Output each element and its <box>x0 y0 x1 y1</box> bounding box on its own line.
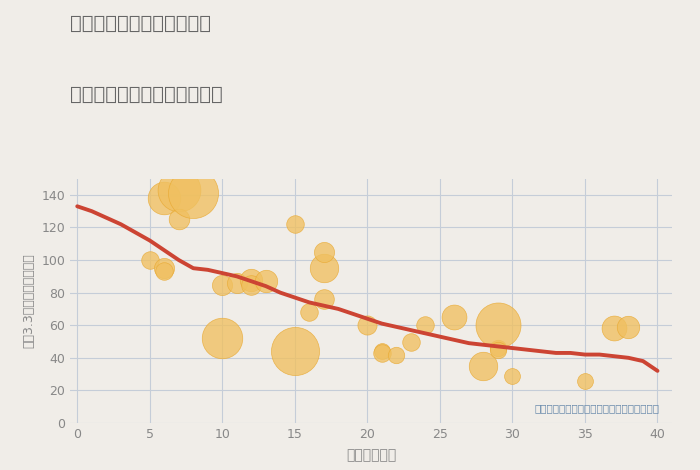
Point <box>217 335 228 342</box>
Point <box>362 321 373 329</box>
Point <box>318 248 330 256</box>
Y-axis label: 坪（3.3㎡）単価（万円）: 坪（3.3㎡）単価（万円） <box>22 253 36 348</box>
Point <box>260 277 272 285</box>
Point <box>246 276 257 283</box>
Point <box>289 220 300 228</box>
Text: 奈良県奈良市二条大路南の: 奈良県奈良市二条大路南の <box>70 14 211 33</box>
X-axis label: 築年数（年）: 築年数（年） <box>346 448 396 462</box>
Point <box>318 296 330 303</box>
Point <box>608 325 620 332</box>
Text: 築年数別中古マンション価格: 築年数別中古マンション価格 <box>70 85 223 103</box>
Point <box>420 321 431 329</box>
Point <box>173 186 184 194</box>
Point <box>217 281 228 288</box>
Point <box>492 345 503 352</box>
Point <box>173 216 184 223</box>
Point <box>318 265 330 272</box>
Point <box>246 281 257 288</box>
Point <box>159 265 170 272</box>
Text: 円の大きさは、取引のあった物件面積を示す: 円の大きさは、取引のあった物件面積を示す <box>535 403 660 413</box>
Point <box>188 189 199 197</box>
Point <box>478 362 489 370</box>
Point <box>159 268 170 275</box>
Point <box>231 279 242 287</box>
Point <box>492 321 503 329</box>
Point <box>377 347 388 355</box>
Point <box>377 349 388 357</box>
Point <box>449 313 460 321</box>
Point <box>507 372 518 379</box>
Point <box>159 195 170 202</box>
Point <box>144 256 155 264</box>
Point <box>391 351 402 358</box>
Point <box>492 346 503 353</box>
Point <box>289 347 300 355</box>
Point <box>580 377 591 384</box>
Point <box>304 308 315 316</box>
Point <box>623 323 634 330</box>
Point <box>405 338 416 345</box>
